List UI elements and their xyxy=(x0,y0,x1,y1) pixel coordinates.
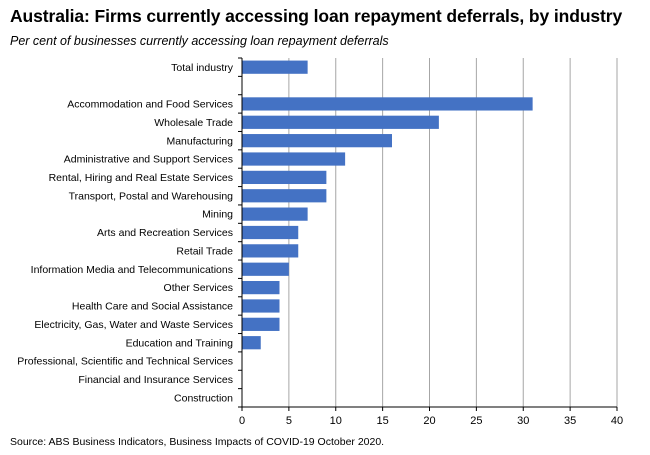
bar-11 xyxy=(242,262,289,276)
category-label-17: Financial and Insurance Services xyxy=(78,374,233,386)
bar-3 xyxy=(242,115,439,129)
category-label-14: Electricity, Gas, Water and Waste Servic… xyxy=(34,319,233,331)
chart-title: Australia: Firms currently accessing loa… xyxy=(10,6,623,26)
x-tick-label-5: 5 xyxy=(286,415,292,427)
bar-12 xyxy=(242,280,280,295)
bar-10 xyxy=(242,244,299,258)
category-label-10: Retail Trade xyxy=(176,245,233,257)
bars xyxy=(242,60,533,350)
category-label-11: Information Media and Telecommunications xyxy=(31,264,233,276)
category-label-16: Professional, Scientific and Technical S… xyxy=(17,356,233,368)
category-label-5: Administrative and Support Services xyxy=(64,154,233,166)
x-tick-label-15: 15 xyxy=(377,415,389,427)
category-label-8: Mining xyxy=(202,209,233,221)
category-label-15: Education and Training xyxy=(126,337,234,349)
bar-6 xyxy=(242,170,327,185)
category-labels: Total industry Accommodation and Food Ser… xyxy=(17,62,233,405)
bar-5 xyxy=(242,152,346,166)
x-tick-label-10: 10 xyxy=(330,415,342,427)
category-label-6: Rental, Hiring and Real Estate Services xyxy=(49,172,233,184)
bar-7 xyxy=(242,189,327,203)
bar-2 xyxy=(242,97,533,111)
x-tick-label-0: 0 xyxy=(239,415,245,427)
bar-0 xyxy=(242,60,308,74)
category-label-9: Arts and Recreation Services xyxy=(97,227,233,239)
bar-15 xyxy=(242,336,261,350)
category-label-2: Accommodation and Food Services xyxy=(67,99,233,111)
category-label-3: Wholesale Trade xyxy=(154,117,233,129)
source-note: Source: ABS Business Indicators, Busines… xyxy=(10,436,385,448)
x-tick-labels: 0 5 10 15 20 25 30 35 40 xyxy=(239,415,623,427)
chart-subtitle: Per cent of businesses currently accessi… xyxy=(10,34,389,48)
bar-8 xyxy=(242,207,308,221)
category-label-4: Manufacturing xyxy=(166,135,233,147)
category-label-12: Other Services xyxy=(164,282,233,294)
x-tick-label-20: 20 xyxy=(423,415,435,427)
axes xyxy=(238,57,618,411)
bar-9 xyxy=(242,225,299,240)
bar-4 xyxy=(242,134,392,148)
category-label-7: Transport, Postal and Warehousing xyxy=(69,190,234,202)
category-label-13: Health Care and Social Assistance xyxy=(72,301,233,313)
bar-13 xyxy=(242,299,280,313)
category-label-0: Total industry xyxy=(171,62,234,74)
x-tick-label-30: 30 xyxy=(517,415,529,427)
x-tick-label-35: 35 xyxy=(564,415,576,427)
bar-14 xyxy=(242,317,280,331)
x-tick-label-40: 40 xyxy=(611,415,623,427)
x-tick-label-25: 25 xyxy=(470,415,482,427)
category-label-18: Construction xyxy=(174,392,233,404)
